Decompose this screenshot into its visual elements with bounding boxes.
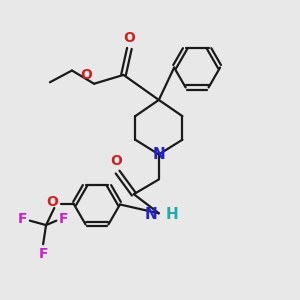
- Text: F: F: [18, 212, 28, 226]
- Text: O: O: [110, 154, 122, 168]
- Text: O: O: [80, 68, 92, 82]
- Text: F: F: [59, 212, 68, 226]
- Text: F: F: [38, 247, 48, 261]
- Text: O: O: [124, 31, 135, 45]
- Text: N: N: [145, 207, 158, 222]
- Text: H: H: [165, 207, 178, 222]
- Text: N: N: [152, 147, 165, 162]
- Text: O: O: [46, 195, 58, 209]
